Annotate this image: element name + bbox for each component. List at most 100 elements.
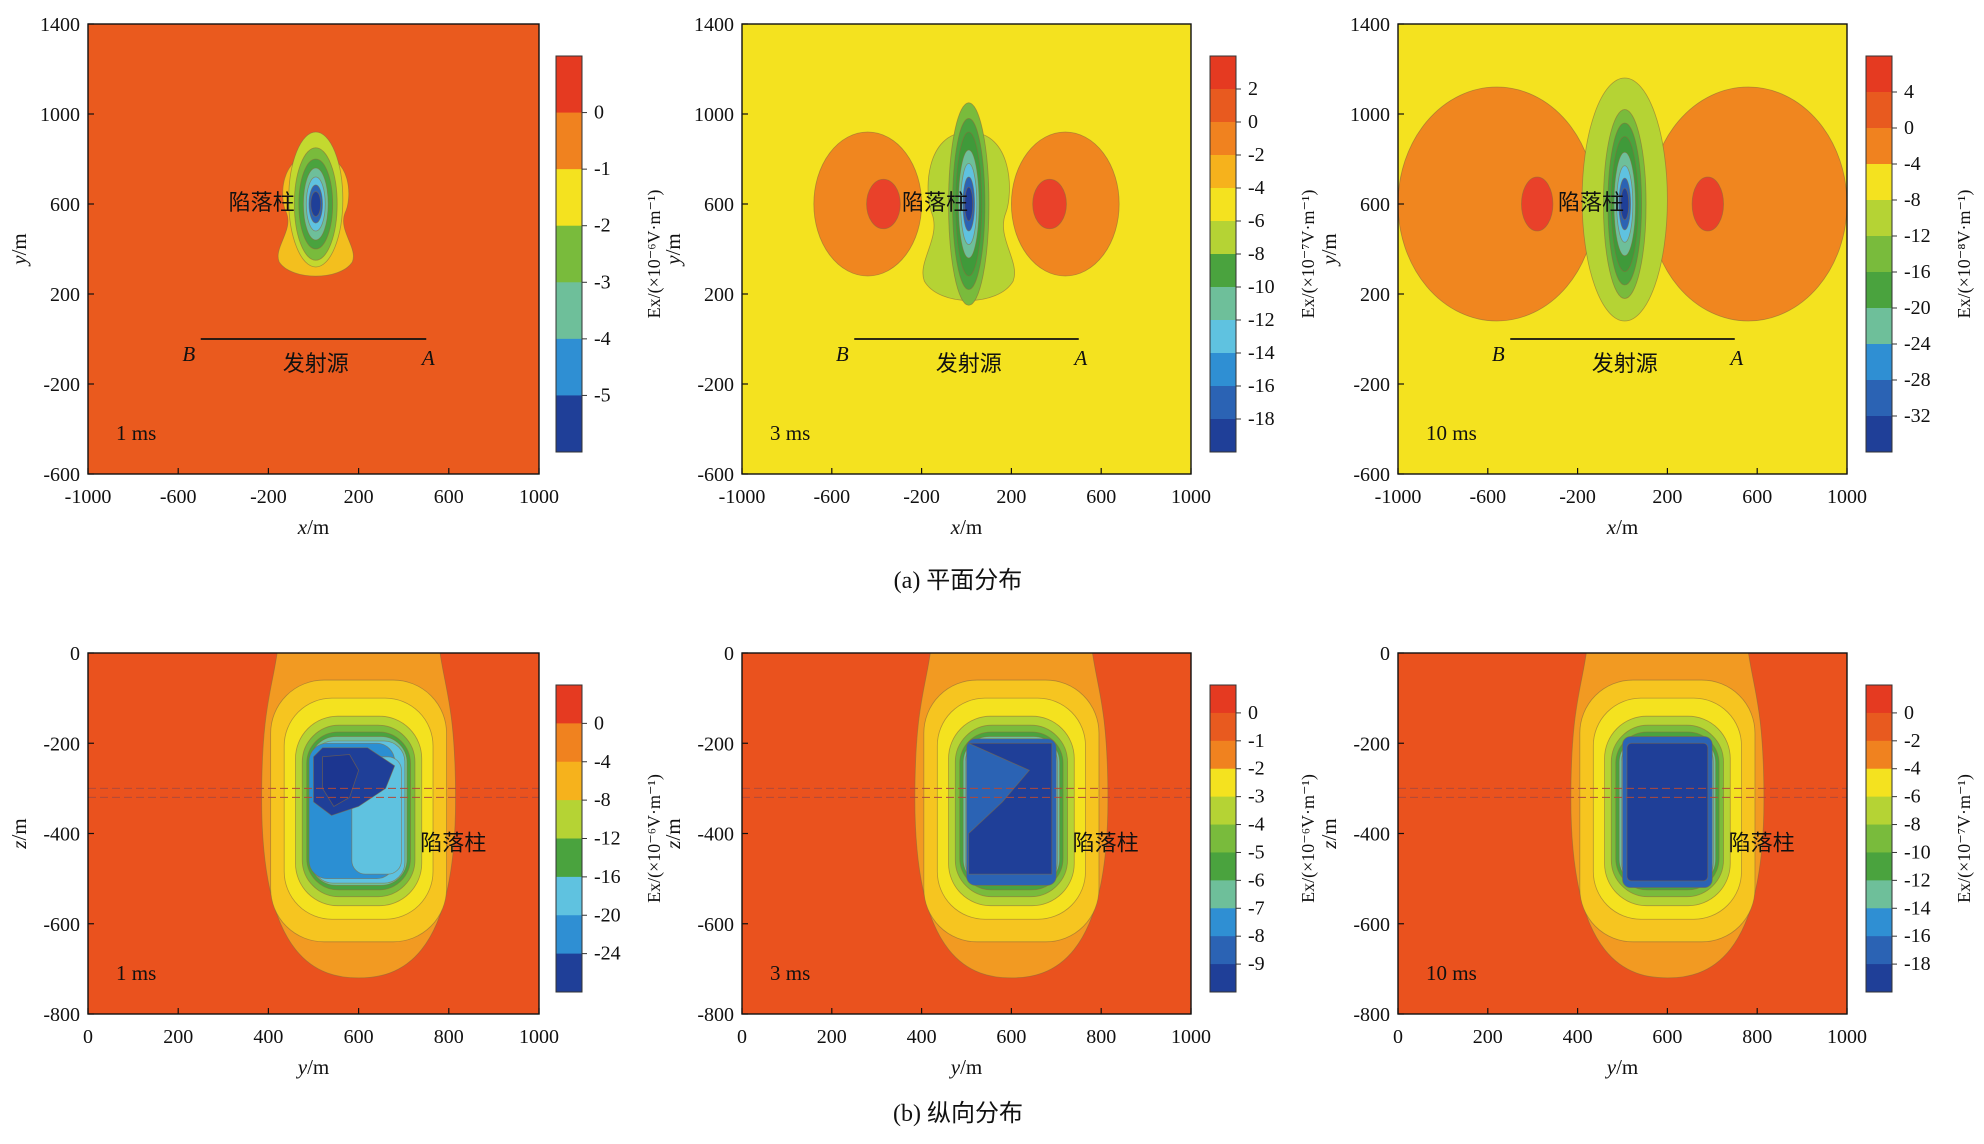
x-tick-label: -1000 (1375, 486, 1422, 508)
x-tick-label: 1000 (1171, 1026, 1211, 1048)
y-tick-label: -400 (43, 824, 80, 846)
x-axis-label: y/m (1605, 1055, 1639, 1079)
colorbar-swatch (1210, 824, 1236, 853)
x-tick-label: 200 (344, 486, 374, 508)
colorbar-tick-label: -18 (1904, 953, 1931, 975)
colorbar-swatch (1866, 740, 1892, 770)
y-axis-unit: /m (1317, 818, 1341, 840)
x-tick-label: 600 (344, 1026, 374, 1048)
colorbar-tick-label: -7 (1248, 897, 1265, 919)
colorbar-tick-label: -8 (1248, 925, 1265, 947)
x-tick-label: 0 (83, 1026, 93, 1048)
colorbar-swatch (1210, 908, 1236, 937)
y-axis-label: y/m (661, 233, 685, 267)
time-label: 10 ms (1426, 961, 1477, 985)
y-tick-label: -600 (1353, 914, 1390, 936)
colorbar-tick-label: -2 (1904, 730, 1921, 752)
colorbar-tick-label: -16 (594, 866, 621, 888)
colorbar-label: Ex/(×10⁻⁶V·m⁻¹) (1298, 774, 1319, 903)
colorbar-frame (1865, 55, 1893, 453)
colorbar-swatch (556, 338, 582, 396)
caption-b: (b) 纵向分布 (893, 1100, 1023, 1127)
y-axis-label: y/m (7, 233, 31, 267)
y-tick-label: 1000 (1350, 104, 1390, 126)
colorbar-tick-label: -28 (1904, 369, 1931, 391)
colorbar-tick-label: -12 (1248, 309, 1275, 331)
x-tick-label: -200 (250, 486, 287, 508)
collapse-label: 陷落柱 (1558, 191, 1624, 216)
colorbar-swatch (1210, 89, 1236, 123)
x-tick-label: -600 (160, 486, 197, 508)
y-tick-label: 1400 (1350, 14, 1390, 36)
colorbar-tick-label: -3 (594, 271, 611, 293)
x-tick-label: 400 (1563, 1026, 1593, 1048)
colorbar-swatch (1210, 936, 1236, 965)
colorbar-swatch (1210, 685, 1236, 714)
colorbar-swatch (1866, 936, 1892, 965)
x-tick-label: 800 (1086, 1026, 1116, 1048)
y-tick-label: 600 (1360, 194, 1390, 216)
x-axis-label: y/m (949, 1055, 983, 1079)
colorbar-tick-label: 2 (1248, 78, 1258, 100)
x-tick-label: -200 (1559, 486, 1596, 508)
collapse-label: 陷落柱 (902, 191, 968, 216)
contour-level-4 (1032, 178, 1067, 230)
point-a-label: A (1072, 346, 1087, 370)
colorbar-swatch (1866, 56, 1892, 93)
colorbar-swatch (1866, 380, 1892, 417)
colorbar-swatch (1210, 353, 1236, 387)
contour-level-10 (968, 742, 1053, 875)
colorbar-swatch (1866, 128, 1892, 165)
time-label: 10 ms (1426, 421, 1477, 445)
colorbar-swatch (1866, 796, 1892, 826)
x-tick-label: 0 (1393, 1026, 1403, 1048)
x-tick-label: 1000 (1827, 1026, 1867, 1048)
point-a-label: A (420, 346, 435, 370)
colorbar-swatch (1210, 740, 1236, 770)
x-tick-label: 1000 (1171, 486, 1211, 508)
y-axis-unit: /m (7, 233, 31, 255)
caption-a: (a) 平面分布 (894, 567, 1023, 594)
colorbar-tick-label: -16 (1904, 925, 1931, 947)
y-tick-label: -600 (697, 464, 734, 486)
colorbar-swatch (1210, 188, 1236, 222)
colorbar-swatch (556, 800, 582, 839)
colorbar-tick-label: -8 (1904, 814, 1921, 836)
time-label: 1 ms (116, 421, 156, 445)
source-label: 发射源 (1592, 352, 1658, 377)
colorbar-tick-label: -2 (594, 215, 611, 237)
y-tick-label: -400 (1353, 824, 1390, 846)
x-tick-label: 1000 (519, 1026, 559, 1048)
contour-level-12 (964, 186, 974, 222)
colorbar-tick-label: -4 (1904, 758, 1921, 780)
colorbar-swatch (1210, 221, 1236, 255)
colorbar-tick-label: -6 (1248, 869, 1265, 891)
colorbar-tick-label: -8 (1904, 189, 1921, 211)
y-tick-label: 1400 (694, 14, 734, 36)
y-axis-unit: /m (1317, 233, 1341, 255)
y-axis-label: z/m (7, 818, 31, 849)
colorbar-swatch (1210, 56, 1236, 90)
colorbar-swatch (1866, 164, 1892, 201)
colorbar-tick-label: -6 (1904, 786, 1921, 808)
contour-level-8 (310, 191, 322, 217)
time-label: 3 ms (770, 961, 810, 985)
x-tick-label: -200 (903, 486, 940, 508)
colorbar-swatch (556, 282, 582, 340)
y-axis-label: z/m (661, 818, 685, 849)
source-label: 发射源 (283, 352, 349, 377)
x-tick-label: -1000 (65, 486, 112, 508)
colorbar-tick-label: -2 (1248, 758, 1265, 780)
colorbar-tick-label: 0 (1904, 117, 1914, 139)
colorbar-tick-label: -8 (1248, 243, 1265, 265)
colorbar-swatch (556, 953, 582, 993)
y-tick-label: -200 (1353, 733, 1390, 755)
colorbar-tick-label: -4 (1248, 177, 1265, 199)
colorbar-label: Ex/(×10⁻⁷V·m⁻¹) (1954, 774, 1975, 903)
x-tick-label: 600 (1086, 486, 1116, 508)
x-tick-label: 600 (996, 1026, 1026, 1048)
x-tick-label: -1000 (719, 486, 766, 508)
x-axis-unit: /m (960, 1055, 982, 1079)
